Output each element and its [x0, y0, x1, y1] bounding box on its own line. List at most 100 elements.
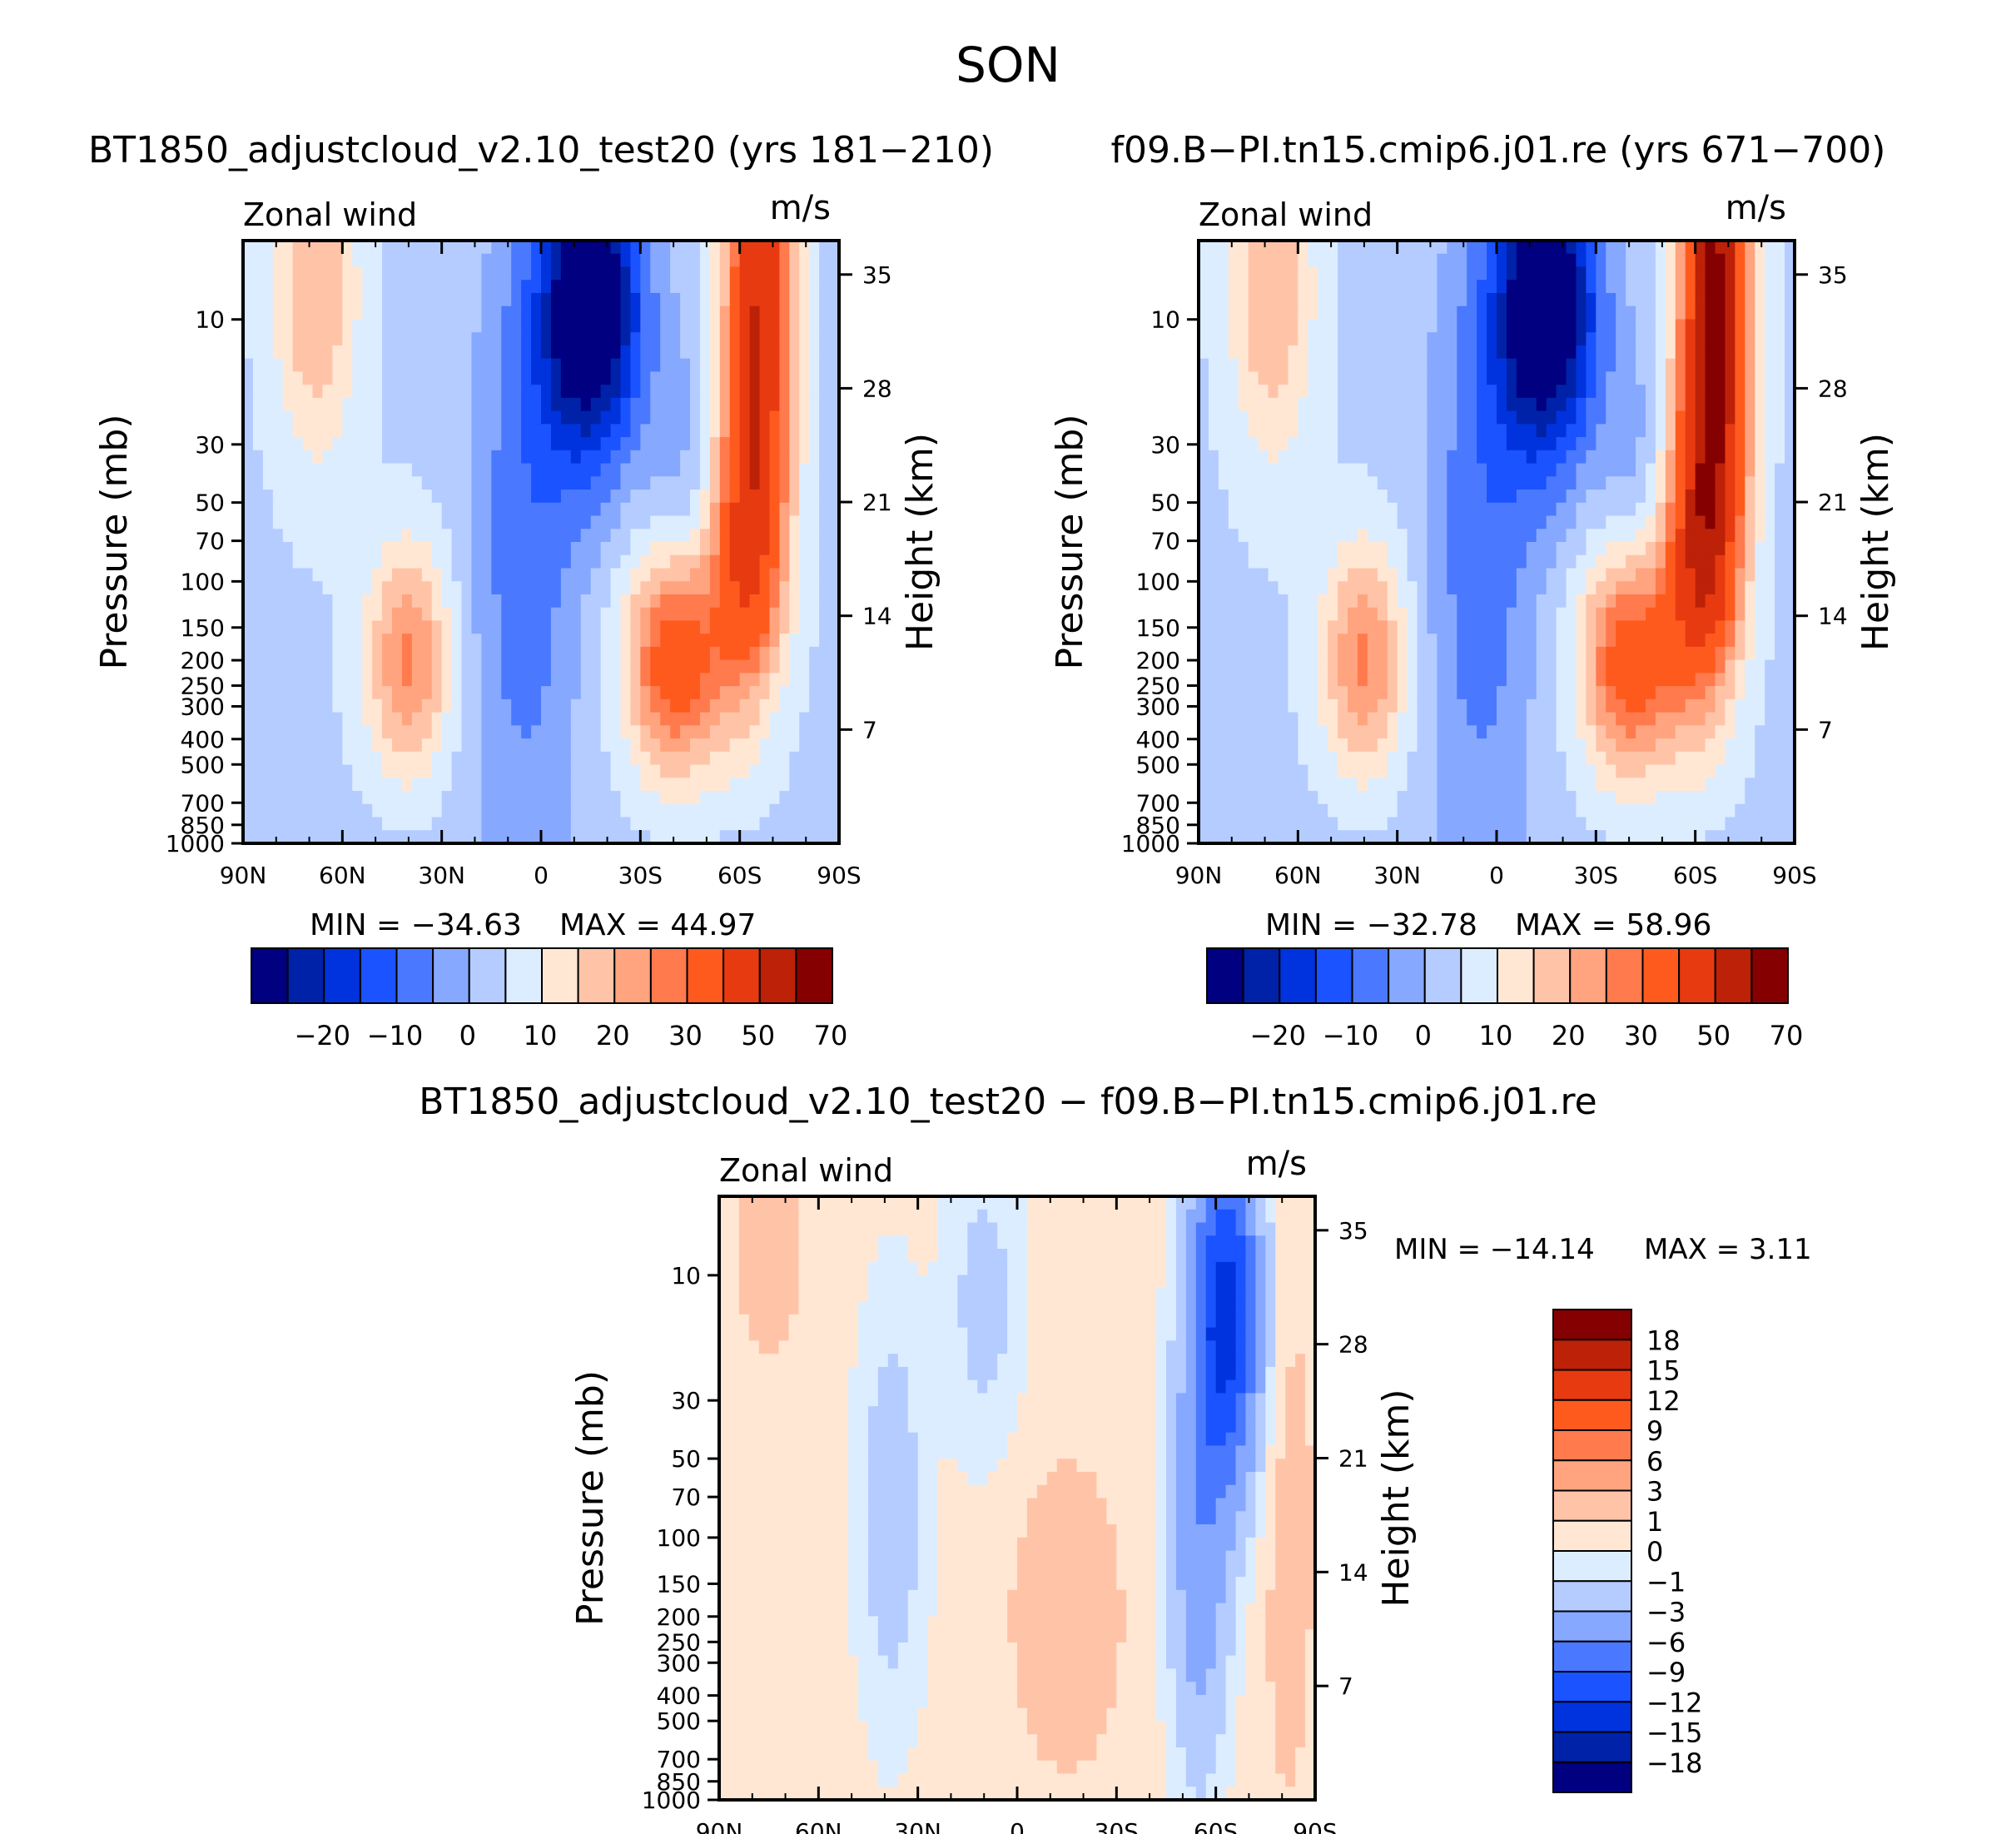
field-cell [789, 397, 800, 412]
field-cell [451, 686, 463, 700]
field-cell [541, 463, 552, 477]
field-cell [1526, 542, 1537, 556]
field-cell [680, 253, 691, 268]
field-cell [719, 253, 731, 268]
field-cell [1715, 319, 1726, 333]
field-cell [739, 385, 751, 399]
field-cell [252, 266, 264, 281]
field-cell [759, 292, 771, 307]
field-cell [1387, 607, 1398, 622]
field-cell [1576, 292, 1586, 307]
field-cell [769, 778, 780, 792]
field-cell [769, 515, 780, 529]
field-cell [1497, 542, 1507, 556]
field-cell [1357, 306, 1368, 321]
field-cell [1377, 319, 1388, 333]
field-cell [1566, 253, 1577, 268]
field-cell [600, 803, 612, 818]
field-cell [739, 791, 751, 805]
field-cell [332, 738, 343, 753]
field-cell [342, 463, 353, 477]
field-cell [1367, 437, 1378, 451]
field-cell [1506, 490, 1517, 504]
field-cell [779, 554, 790, 569]
field-cell [243, 450, 254, 465]
field-cell [769, 620, 780, 634]
field-cell [1606, 620, 1616, 634]
field-cell [243, 803, 254, 818]
field-cell [650, 292, 661, 307]
field-cell [1407, 253, 1418, 268]
field-cell [1357, 542, 1368, 556]
field-cell [461, 778, 473, 792]
field-cell [819, 791, 830, 805]
field-cell [352, 698, 363, 713]
field-cell [511, 817, 522, 831]
field-cell [610, 817, 622, 831]
field-cell [1665, 594, 1676, 609]
field-cell [610, 476, 622, 490]
field-cell [292, 791, 304, 805]
field-cell [660, 280, 671, 294]
field-cell [262, 437, 274, 451]
field-cell [1238, 253, 1249, 268]
field-cell [1487, 463, 1497, 477]
field-cell [1199, 306, 1209, 321]
field-cell [421, 542, 433, 556]
field-cell [1477, 292, 1487, 307]
field-cell [421, 292, 433, 307]
field-cell [759, 725, 771, 739]
field-cell [1506, 620, 1517, 634]
field-cell [1765, 385, 1775, 399]
field-cell [1367, 319, 1378, 333]
field-cell [252, 646, 264, 661]
field-cell [610, 725, 622, 739]
field-cell [1248, 620, 1259, 634]
field-cell [1338, 345, 1348, 360]
field-cell [699, 778, 711, 792]
field-cell [1377, 620, 1388, 634]
field-cell [709, 698, 721, 713]
field-cell [1308, 646, 1318, 661]
field-cell [1457, 554, 1467, 569]
field-cell [511, 803, 522, 818]
field-cell [1318, 410, 1328, 425]
field-cell [610, 502, 622, 517]
field-cell [1328, 463, 1338, 477]
field-cell [1417, 306, 1428, 321]
field-cell [461, 332, 473, 346]
field-cell [1685, 450, 1696, 465]
field-cell [362, 646, 373, 661]
field-cell [719, 581, 731, 595]
field-cell [779, 253, 790, 268]
field-cell [1457, 490, 1467, 504]
field-cell [441, 371, 453, 385]
field-cell [1208, 463, 1219, 477]
field-cell [1228, 594, 1239, 609]
field-cell [709, 764, 721, 778]
field-cell [1665, 554, 1676, 569]
field-cell [1785, 554, 1795, 569]
field-cell [292, 778, 304, 792]
field-cell [421, 502, 433, 517]
field-cell [312, 319, 324, 333]
field-cell [1268, 463, 1279, 477]
field-cell [1596, 529, 1606, 543]
field-cell [262, 830, 274, 844]
field-cell [382, 778, 393, 792]
field-cell [501, 345, 512, 360]
field-cell [769, 385, 780, 399]
field-cell [650, 280, 661, 294]
field-cell [541, 345, 552, 360]
field-cell [1387, 437, 1398, 451]
field-cell [570, 607, 582, 622]
field-cell [1248, 634, 1259, 648]
field-cell [600, 594, 612, 609]
field-cell [799, 778, 810, 792]
field-cell [1715, 515, 1726, 529]
field-cell [501, 266, 512, 281]
field-cell [1387, 529, 1398, 543]
field-cell [1626, 659, 1636, 673]
field-cell [262, 358, 274, 372]
field-cell [312, 306, 324, 321]
